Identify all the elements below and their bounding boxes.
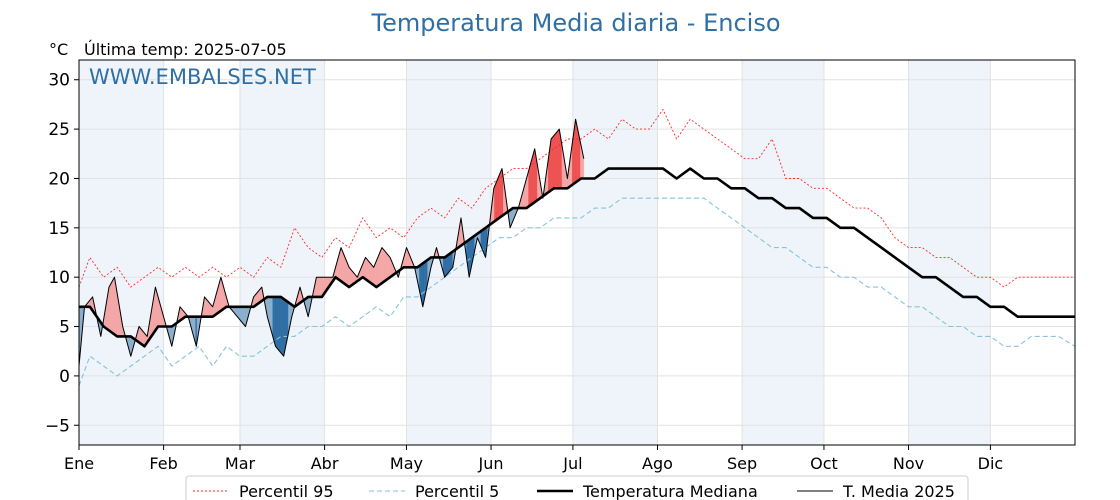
x-tick-label: Ago: [642, 454, 673, 473]
y-tick-label: 25: [48, 120, 70, 140]
month-band: [742, 60, 824, 445]
legend-label: Percentil 95: [239, 482, 334, 500]
series-lines: [78, 108, 1076, 386]
series-line-p5: [78, 197, 1076, 386]
legend-label: Percentil 5: [415, 482, 499, 500]
y-unit-label: °C: [49, 40, 68, 59]
y-tick-label: −5: [45, 416, 70, 436]
legend-label: Temperatura Mediana: [582, 482, 758, 500]
y-tick-label: 30: [48, 71, 70, 91]
x-tick-label: Feb: [149, 454, 177, 473]
y-tick-label: 10: [48, 268, 70, 288]
chart-title: Temperatura Media diaria - Enciso: [370, 9, 780, 37]
x-tick-label: Dic: [978, 454, 1004, 473]
y-tick-label: 5: [59, 318, 70, 338]
x-tick-label: Sep: [727, 454, 757, 473]
y-axis: −5 0 5 10 15 20 25 30: [45, 71, 79, 436]
month-band: [572, 60, 658, 445]
x-tick-label: Oct: [810, 454, 838, 473]
anomaly-fill: [582, 155, 585, 179]
month-band: [239, 60, 325, 445]
x-tick-label: Nov: [893, 454, 924, 473]
month-bands: [79, 60, 991, 445]
month-band: [79, 60, 164, 445]
x-tick-label: Jun: [478, 454, 504, 473]
month-band: [908, 60, 991, 445]
x-tick-label: Abr: [311, 454, 339, 473]
last-temp-label: Última temp: 2025-07-05: [84, 40, 287, 59]
y-tick-label: 15: [48, 219, 70, 239]
x-tick-label: Ene: [64, 454, 94, 473]
plot-frame: [78, 59, 1076, 446]
y-tick-label: 20: [48, 169, 70, 189]
x-tick-label: May: [390, 454, 423, 473]
series-line-year-2025: [78, 118, 585, 367]
legend-box: [185, 475, 969, 500]
month-band: [406, 60, 492, 445]
legend-label: T. Media 2025: [842, 482, 955, 500]
series-line-median: [79, 167, 1075, 348]
x-tick-label: Jul: [562, 454, 582, 473]
legend: Percentil 95 Percentil 5 Temperatura Media…: [185, 475, 969, 500]
y-tick-label: 0: [59, 367, 70, 387]
plot-border: [78, 59, 1076, 446]
x-tick-label: Mar: [225, 454, 256, 473]
x-axis: Ene Feb Mar Abr May Jun Jul Ago Sep Oct Nov Dic: [64, 445, 1003, 473]
watermark-text: WWW.EMBALSES.NET: [89, 65, 316, 89]
